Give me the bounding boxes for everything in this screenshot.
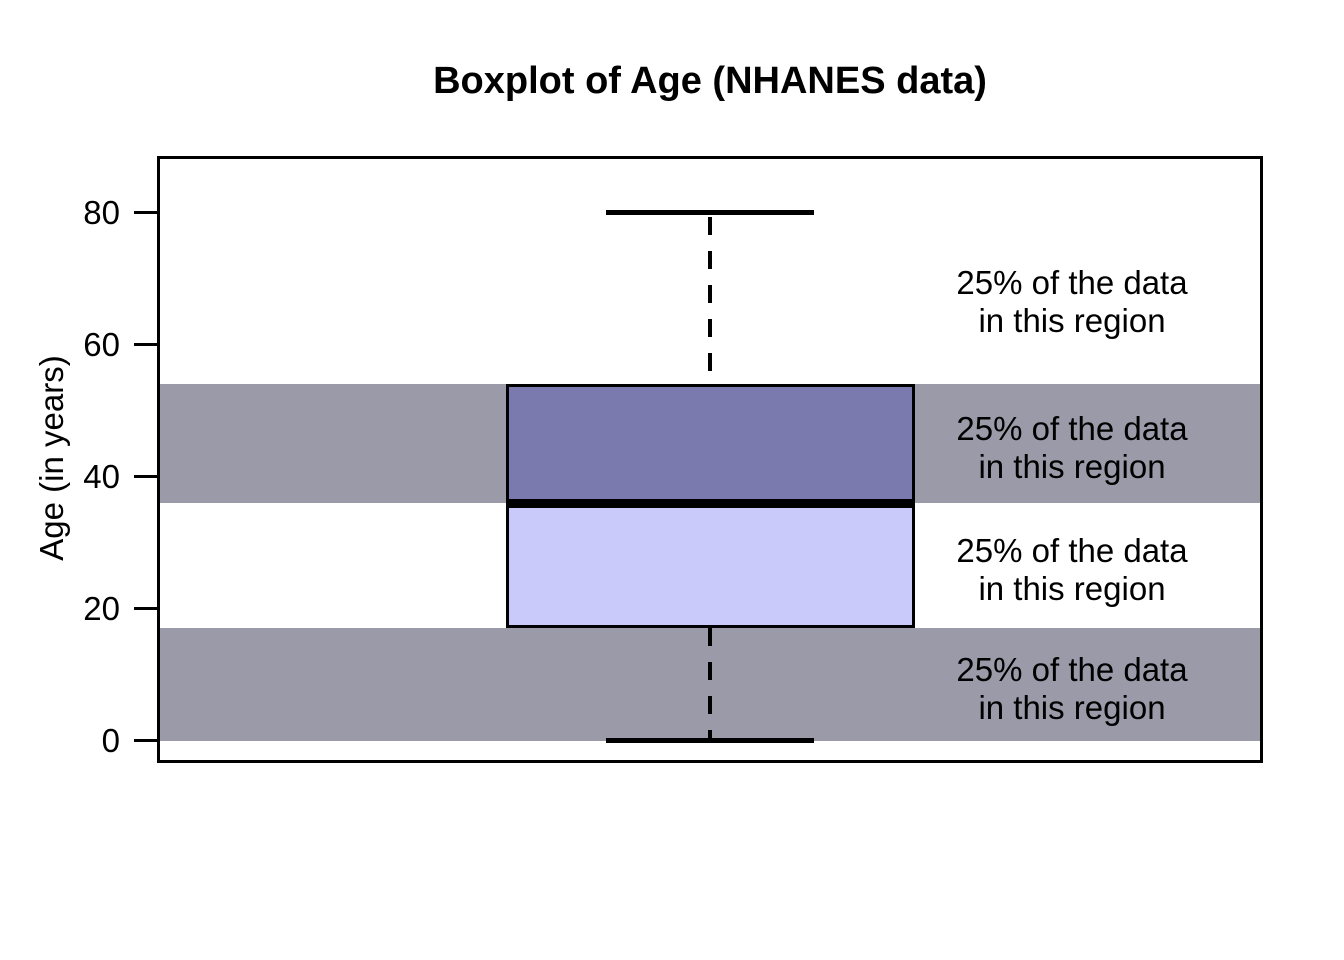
lower-whisker-line: [708, 628, 712, 739]
y-tick-mark: [134, 739, 157, 743]
region-annotation: 25% of the data in this region: [902, 651, 1242, 727]
y-tick-label: 40: [83, 457, 120, 495]
median-line: [506, 498, 915, 508]
min-whisker-cap: [606, 738, 814, 744]
y-tick-label: 20: [83, 589, 120, 627]
y-tick-mark: [134, 607, 157, 611]
region-annotation-line1: 25% of the data: [956, 264, 1188, 302]
y-tick-label: 60: [83, 325, 120, 363]
y-tick-mark: [134, 211, 157, 214]
y-tick-mark: [134, 343, 157, 347]
region-annotation-line1: 25% of the data: [956, 531, 1188, 569]
region-annotation-line2: in this region: [978, 447, 1166, 485]
max-whisker-cap: [606, 210, 814, 215]
box-upper-fill: [509, 387, 912, 499]
y-tick-label: 0: [101, 721, 120, 759]
upper-whisker-line: [708, 216, 712, 385]
region-annotation-line2: in this region: [978, 569, 1166, 607]
region-annotation-line2: in this region: [978, 688, 1166, 726]
region-annotation-line1: 25% of the data: [956, 409, 1188, 447]
y-tick-label: 80: [83, 193, 120, 231]
region-annotation-line1: 25% of the data: [956, 650, 1188, 688]
region-annotation-line2: in this region: [978, 302, 1166, 340]
y-tick-mark: [134, 475, 157, 479]
region-annotation: 25% of the data in this region: [902, 410, 1242, 486]
region-annotation: 25% of the data in this region: [902, 532, 1242, 608]
region-annotation: 25% of the data in this region: [902, 264, 1242, 340]
chart-title: Boxplot of Age (NHANES data): [433, 60, 987, 102]
